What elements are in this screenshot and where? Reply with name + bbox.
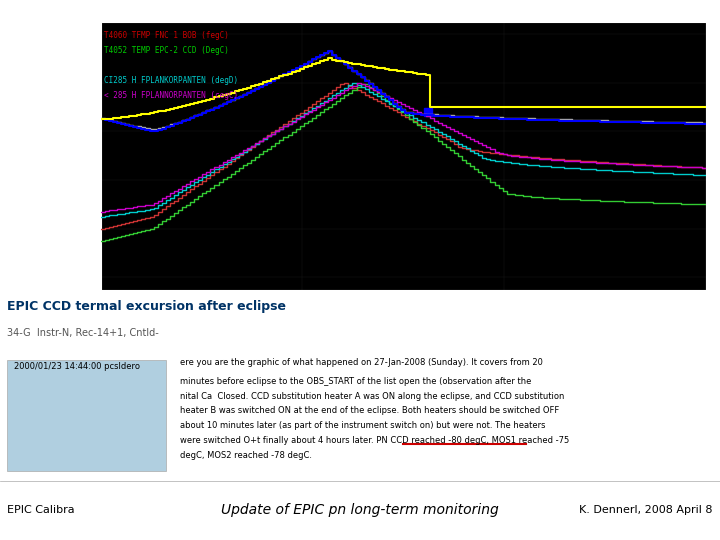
Text: < 285 H FPLANNORPANTEN (cegC): < 285 H FPLANNORPANTEN (cegC)	[104, 91, 238, 100]
Text: T4060 TFMP FNC 1 BOB (fegC): T4060 TFMP FNC 1 BOB (fegC)	[104, 31, 229, 40]
Text: nital Ca  Closed. CCD substitution heater A was ON along the eclipse, and CCD su: nital Ca Closed. CCD substitution heater…	[180, 392, 564, 401]
Text: T4m*5 TFMP FPCH CCD (hegC): T4m*5 TFMP FPCH CCD (hegC)	[104, 61, 225, 70]
Text: heater B was switched ON at the end of the eclipse. Both heaters should be switc: heater B was switched ON at the end of t…	[180, 407, 559, 415]
Text: Update of EPIC pn long-term monitoring: Update of EPIC pn long-term monitoring	[221, 503, 499, 517]
Text: degC, MOS2 reached -78 degC.: degC, MOS2 reached -78 degC.	[180, 451, 312, 460]
Text: T4052 TEMP EPC-2 CCD (DegC): T4052 TEMP EPC-2 CCD (DegC)	[104, 46, 229, 55]
Text: EPIC Calibra: EPIC Calibra	[7, 505, 75, 515]
Text: EPIC CCD termal excursion after eclipse: EPIC CCD termal excursion after eclipse	[7, 300, 287, 313]
Text: K. Dennerl, 2008 April 8: K. Dennerl, 2008 April 8	[580, 505, 713, 515]
Text: 2008-01-27T07:06:00: 2008-01-27T07:06:00	[59, 307, 143, 316]
Text: were switched O+t finally about 4 hours later. PN CCD reached -80 degC, MOS1 rea: were switched O+t finally about 4 hours …	[180, 436, 570, 445]
X-axis label: TIME (Hours): TIME (Hours)	[372, 315, 435, 326]
Text: 2008-01-27T10:20:24: 2008-01-27T10:20:24	[665, 307, 720, 316]
Text: CI285 H FPLANKORPANTEN (degD): CI285 H FPLANKORPANTEN (degD)	[104, 76, 238, 85]
Text: minutes before eclipse to the OBS_START of the list open the (observation after : minutes before eclipse to the OBS_START …	[180, 377, 531, 386]
FancyBboxPatch shape	[7, 360, 166, 471]
Text: 2000/01/23 14:44:00 pcsldero: 2000/01/23 14:44:00 pcsldero	[14, 362, 140, 371]
Text: 34-G  Instr-N, Rec-14+1, Cntld-: 34-G Instr-N, Rec-14+1, Cntld-	[7, 328, 159, 338]
Text: about 10 minutes later (as part of the instrument switch on) but were not. The h: about 10 minutes later (as part of the i…	[180, 421, 546, 430]
Text: ere you are the graphic of what happened on 27-Jan-2008 (Sunday). It covers from: ere you are the graphic of what happened…	[180, 359, 543, 367]
